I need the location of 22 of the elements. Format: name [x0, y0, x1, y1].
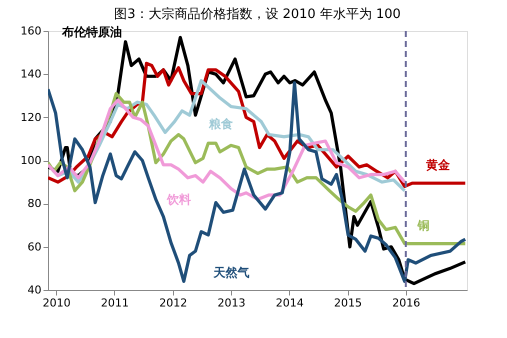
x-tick-label: 2015 — [334, 296, 362, 310]
x-tick-label: 2016 — [392, 296, 420, 310]
series-label: 铜 — [416, 218, 430, 232]
x-tick-label: 2010 — [42, 296, 71, 310]
y-tick-label: 80 — [28, 197, 42, 210]
x-tick-label: 2013 — [217, 296, 246, 310]
y-tick-label: 60 — [28, 240, 42, 254]
y-tick-label: 140 — [20, 68, 42, 81]
y-tick-label: 100 — [20, 154, 42, 167]
y-tick-label: 120 — [20, 110, 42, 124]
y-tick-label: 40 — [28, 284, 42, 296]
series-label: 粮食 — [208, 116, 233, 131]
x-tick-label: 2011 — [100, 296, 129, 310]
series-label: 黄金 — [425, 158, 452, 172]
series-label: 布伦特原油 — [60, 25, 122, 40]
series-label: 天然气 — [212, 266, 250, 280]
line-series — [48, 81, 467, 283]
series-label: 饮料 — [166, 192, 191, 206]
y-tick-label: 160 — [20, 24, 42, 38]
x-tick-label: 2012 — [159, 296, 188, 310]
x-tick-label: 2014 — [276, 296, 304, 310]
chart-title: 图3：大宗商品价格指数，设 2010 年水平为 100 — [114, 6, 401, 22]
